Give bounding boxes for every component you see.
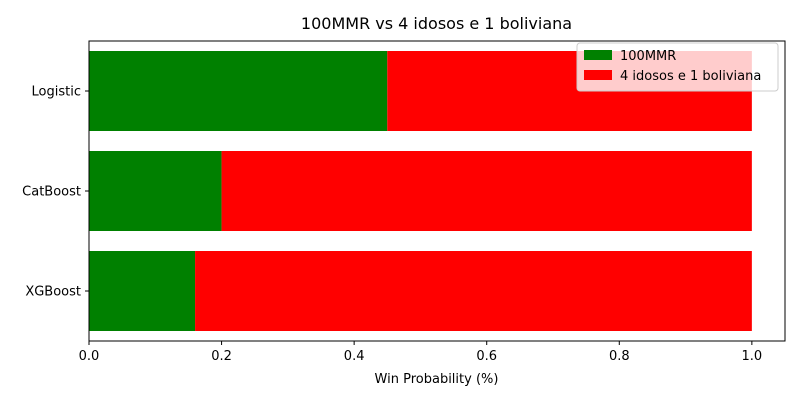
legend: 100MMR 4 idosos e 1 boliviana — [576, 42, 779, 92]
legend-swatch — [584, 50, 612, 60]
x-tick-label: 0.4 — [344, 349, 365, 364]
chart-title: 100MMR vs 4 idosos e 1 boliviana — [301, 14, 572, 33]
bar-logistic-series-0 — [89, 51, 388, 131]
y-tick-label: CatBoost — [22, 185, 81, 200]
legend-label: 4 idosos e 1 boliviana — [620, 69, 761, 84]
bar-catboost-series-0 — [89, 151, 222, 231]
legend-label: 100MMR — [620, 49, 676, 64]
x-tick-label: 1.0 — [742, 349, 763, 364]
axes-layer: Logistic CatBoost XGBoost 0.0 0.2 0.4 0.6 0.8 1.… — [22, 40, 786, 364]
legend-box — [576, 42, 779, 92]
bars-layer — [89, 51, 752, 331]
x-tick-label: 0.0 — [79, 349, 100, 364]
x-tick-label: 0.2 — [211, 349, 232, 364]
bar-catboost-series-1 — [221, 151, 752, 231]
plot-frame — [88, 40, 786, 342]
x-tick-label: 0.6 — [476, 349, 497, 364]
x-tick-label: 0.8 — [609, 349, 630, 364]
bar-xgboost-series-0 — [89, 251, 196, 331]
bar-xgboost-series-1 — [195, 251, 752, 331]
y-tick-label: Logistic — [32, 85, 81, 100]
y-tick-label: XGBoost — [25, 285, 81, 300]
x-axis-label: Win Probability (%) — [375, 372, 499, 387]
legend-swatch — [584, 70, 612, 80]
